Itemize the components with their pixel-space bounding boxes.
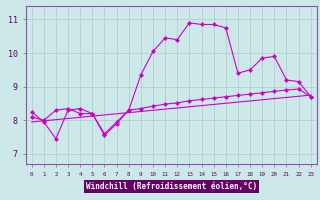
X-axis label: Windchill (Refroidissement éolien,°C): Windchill (Refroidissement éolien,°C) [86, 182, 257, 191]
